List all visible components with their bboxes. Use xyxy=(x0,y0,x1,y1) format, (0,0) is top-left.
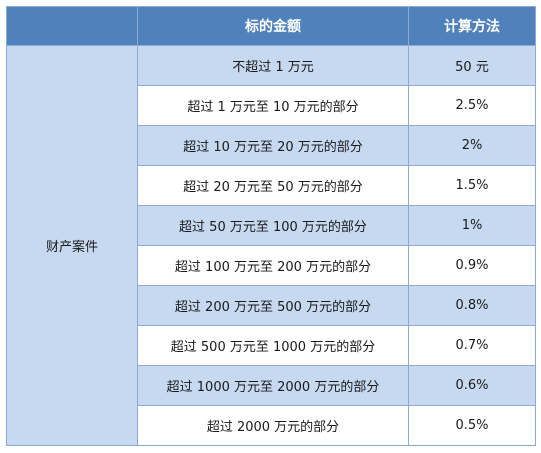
method-cell: 1.5% xyxy=(408,165,536,206)
table-row: 财产案件 不超过 1 万元 50 元 xyxy=(6,45,536,446)
method-cell: 1% xyxy=(408,205,536,246)
method-cell: 0.6% xyxy=(408,365,536,406)
table-row: 超过 100 万元至 200 万元的部分 0.9% xyxy=(7,245,536,286)
table-row: 超过 200 万元至 500 万元的部分 0.8% xyxy=(7,285,536,326)
amount-cell: 超过 10 万元至 20 万元的部分 xyxy=(137,125,409,166)
amount-cell: 不超过 1 万元 xyxy=(137,45,409,86)
table-row: 超过 500 万元至 1000 万元的部分 0.7% xyxy=(7,325,536,366)
amount-cell: 超过 2000 万元的部分 xyxy=(137,405,409,446)
amount-cell: 超过 100 万元至 200 万元的部分 xyxy=(137,245,409,286)
amount-cell: 超过 1 万元至 10 万元的部分 xyxy=(137,85,409,126)
amount-cell: 超过 500 万元至 1000 万元的部分 xyxy=(137,325,409,366)
method-cell: 2.5% xyxy=(408,85,536,126)
fee-table: 标的金额 计算方法 财产案件 不超过 1 万元 50 元超过 1 万元至 10 万元… xyxy=(6,6,536,446)
amount-cell: 超过 1000 万元至 2000 万元的部分 xyxy=(137,365,409,406)
table-row: 超过 50 万元至 100 万元的部分 1% xyxy=(7,205,536,246)
method-cell: 2% xyxy=(408,125,536,166)
category-cell: 财产案件 xyxy=(6,45,138,446)
table-row: 超过 20 万元至 50 万元的部分 1.5% xyxy=(7,165,536,206)
method-cell: 0.7% xyxy=(408,325,536,366)
header-method: 计算方法 xyxy=(408,6,536,46)
table-header-row: 标的金额 计算方法 xyxy=(6,6,536,46)
fee-table-container: 标的金额 计算方法 财产案件 不超过 1 万元 50 元超过 1 万元至 10 万元… xyxy=(6,6,536,446)
method-cell: 0.8% xyxy=(408,285,536,326)
method-cell: 0.5% xyxy=(408,405,536,446)
header-category xyxy=(6,6,138,46)
amount-cell: 超过 50 万元至 100 万元的部分 xyxy=(137,205,409,246)
amount-cell: 超过 20 万元至 50 万元的部分 xyxy=(137,165,409,206)
method-cell: 50 元 xyxy=(408,45,536,86)
table-row: 超过 1 万元至 10 万元的部分 2.5% xyxy=(7,85,536,126)
header-amount: 标的金额 xyxy=(137,6,409,46)
method-cell: 0.9% xyxy=(408,245,536,286)
table-row: 超过 2000 万元的部分 0.5% xyxy=(7,405,536,446)
table-row: 超过 1000 万元至 2000 万元的部分 0.6% xyxy=(7,365,536,406)
amount-cell: 超过 200 万元至 500 万元的部分 xyxy=(137,285,409,326)
table-body: 财产案件 不超过 1 万元 50 元超过 1 万元至 10 万元的部分 2.5% 超过 … xyxy=(6,45,536,446)
